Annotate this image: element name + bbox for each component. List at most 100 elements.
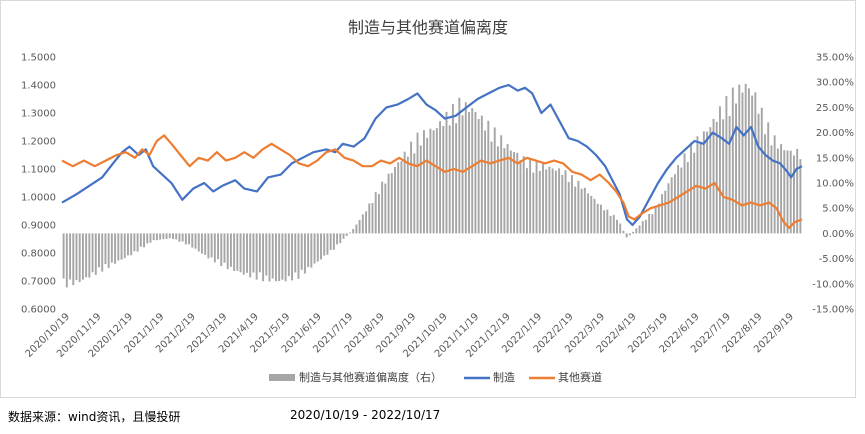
deviation-bar bbox=[435, 128, 438, 234]
deviation-bar bbox=[513, 152, 516, 234]
deviation-bar bbox=[644, 219, 647, 234]
deviation-bar bbox=[114, 233, 117, 264]
manufacturing-line bbox=[61, 83, 803, 227]
deviation-bar bbox=[207, 233, 210, 259]
deviation-bar bbox=[747, 88, 750, 234]
deviation-bar bbox=[493, 127, 496, 234]
deviation-bar bbox=[480, 115, 483, 234]
y-left-tick-label: 0.6000 bbox=[21, 305, 56, 316]
deviation-bar bbox=[213, 233, 216, 263]
deviation-bar bbox=[300, 233, 303, 270]
deviation-bar bbox=[361, 214, 364, 234]
deviation-bar bbox=[336, 233, 339, 245]
deviation-bar bbox=[561, 174, 564, 234]
deviation-bar bbox=[155, 233, 158, 241]
deviation-bar bbox=[239, 233, 242, 273]
deviation-bar bbox=[262, 233, 265, 282]
deviation-bar bbox=[410, 141, 413, 234]
y-left-tick-label: 1.5000 bbox=[21, 53, 56, 64]
deviation-bar bbox=[255, 233, 258, 280]
y-right-tick-label: 10.00% bbox=[816, 179, 854, 190]
deviation-bar bbox=[577, 180, 580, 234]
deviation-bar bbox=[184, 233, 187, 245]
deviation-bar bbox=[799, 159, 802, 234]
y-right-tick-label: -10.00% bbox=[812, 279, 854, 290]
deviation-bar bbox=[110, 233, 113, 263]
deviation-bar bbox=[133, 233, 136, 252]
deviation-bar bbox=[332, 233, 335, 250]
deviation-bar bbox=[69, 233, 72, 280]
deviation-bar bbox=[178, 233, 181, 242]
deviation-bar bbox=[162, 233, 165, 240]
deviation-bar bbox=[320, 233, 322, 260]
deviation-bar bbox=[551, 168, 554, 234]
deviation-bar bbox=[648, 213, 651, 234]
deviation-bar bbox=[738, 84, 741, 234]
deviation-bar bbox=[130, 233, 133, 256]
deviation-bar bbox=[635, 228, 638, 234]
y-right-tick-label: 15.00% bbox=[816, 153, 854, 164]
deviation-bar bbox=[612, 214, 615, 234]
deviation-bar bbox=[358, 219, 361, 234]
y-left-tick-label: 0.7000 bbox=[21, 277, 56, 288]
deviation-bar bbox=[670, 177, 673, 234]
deviation-bar bbox=[532, 172, 535, 234]
deviation-bar bbox=[609, 215, 612, 234]
deviation-bar bbox=[471, 108, 474, 234]
deviation-bar bbox=[384, 183, 387, 234]
deviation-bar bbox=[580, 188, 583, 234]
deviation-bar bbox=[664, 190, 667, 234]
deviation-bar bbox=[323, 233, 326, 256]
deviation-bar bbox=[542, 163, 544, 234]
deviation-bar bbox=[654, 205, 657, 234]
deviation-bar bbox=[152, 233, 155, 241]
deviation-bar bbox=[780, 144, 783, 234]
y-right-tick-label: 20.00% bbox=[816, 128, 854, 139]
deviation-bar bbox=[509, 150, 512, 234]
deviation-bar bbox=[686, 162, 689, 234]
deviation-bar bbox=[442, 126, 445, 234]
deviation-bar bbox=[706, 131, 709, 234]
deviation-bar bbox=[226, 233, 229, 270]
deviation-bar bbox=[728, 116, 731, 234]
deviation-bar bbox=[120, 233, 123, 260]
deviation-bar bbox=[78, 233, 81, 283]
deviation-bar bbox=[741, 92, 744, 234]
deviation-bar bbox=[767, 122, 770, 234]
deviation-bar bbox=[168, 233, 171, 239]
deviation-bar bbox=[252, 233, 255, 273]
deviation-bar bbox=[538, 170, 541, 234]
deviation-bar bbox=[474, 112, 477, 234]
deviation-bar bbox=[91, 233, 94, 273]
deviation-bar bbox=[348, 232, 351, 234]
deviation-bar bbox=[632, 231, 635, 234]
chart-title: 制造与其他赛道偏离度 bbox=[347, 18, 508, 37]
deviation-bar bbox=[702, 131, 705, 234]
deviation-bar bbox=[638, 225, 641, 234]
deviation-bar bbox=[268, 233, 271, 282]
deviation-bar bbox=[496, 146, 499, 234]
deviation-bar bbox=[204, 233, 207, 255]
deviation-bar bbox=[352, 229, 355, 234]
deviation-bar bbox=[246, 233, 248, 273]
deviation-bar bbox=[265, 233, 268, 276]
y-left-tick-label: 1.0000 bbox=[21, 193, 56, 204]
deviation-bar bbox=[461, 115, 464, 234]
deviation-bar bbox=[432, 130, 435, 234]
deviation-bar bbox=[217, 233, 220, 260]
deviation-bar bbox=[329, 233, 332, 250]
deviation-bar bbox=[535, 160, 538, 234]
deviation-bar bbox=[88, 233, 91, 278]
deviation-bar bbox=[722, 119, 725, 234]
deviation-bar bbox=[98, 233, 100, 268]
deviation-bar bbox=[387, 173, 390, 234]
deviation-bar bbox=[786, 150, 789, 234]
deviation-bar bbox=[596, 203, 599, 234]
deviation-bar bbox=[751, 95, 754, 234]
deviation-bar bbox=[400, 161, 403, 234]
deviation-bar bbox=[104, 233, 107, 265]
deviation-bar bbox=[731, 87, 734, 234]
deviation-bar bbox=[754, 92, 757, 234]
deviation-bar bbox=[394, 166, 396, 234]
